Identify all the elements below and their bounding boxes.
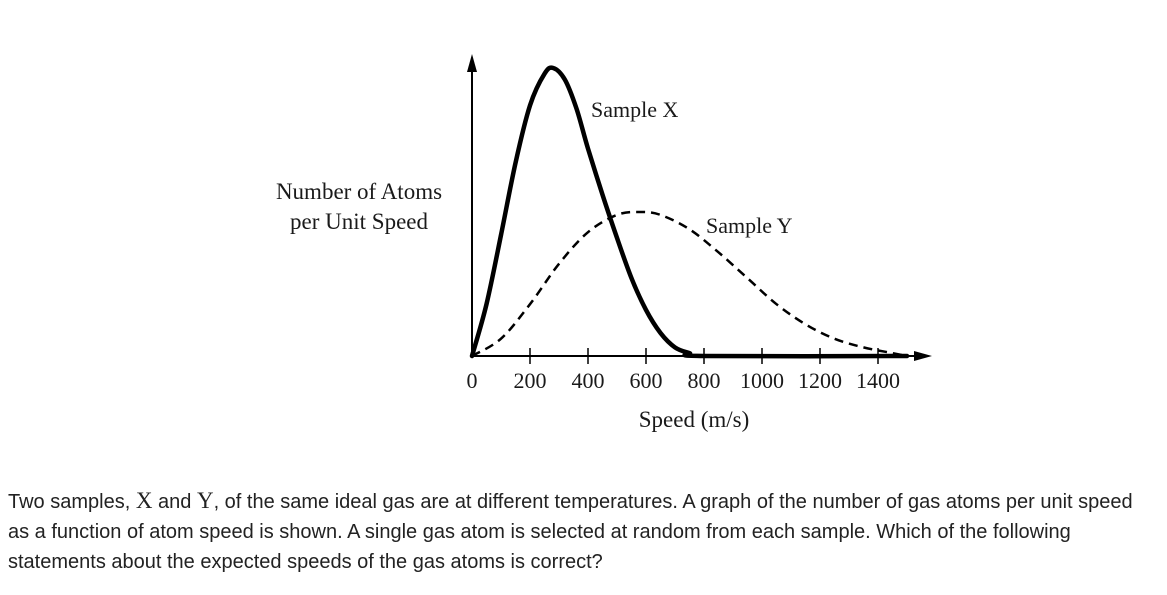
x-tick-label: 1000 [740,368,784,393]
x-tick-label: 200 [514,368,547,393]
question-text-segment: , of the same ideal gas are at different… [8,491,1133,573]
speed-distribution-chart: 0 200 400 600 800 1000 1200 1400 Number of Atom… [276,54,932,432]
y-axis-label-line-2: per Unit Speed [290,209,428,234]
sample-x-label: Sample X [591,97,678,122]
x-axis-label: Speed (m/s) [639,407,750,432]
y-axis-arrow [467,54,477,72]
x-tick-label: 1400 [856,368,900,393]
x-tick-label: 800 [688,368,721,393]
x-tick-label: 400 [572,368,605,393]
chart-curves [469,65,910,359]
sample-x-curve [469,65,910,359]
x-tick-label: 1200 [798,368,842,393]
x-tick-label: 600 [630,368,663,393]
sample-y-curve [471,210,908,358]
x-axis-arrow [914,351,932,361]
chart-axes [467,54,932,361]
sample-y-label: Sample Y [706,213,793,238]
question-text-segment: Two samples, [8,491,136,513]
variable-symbol: Y [196,488,214,513]
question-text-segment: and [152,491,197,513]
chart-labels: Number of Atoms per Unit Speed Speed (m/s)… [276,97,793,432]
x-tick-label: 0 [467,368,478,393]
question-text: Two samples, X and Y, of the same ideal … [8,486,1153,577]
variable-symbol: X [135,488,153,513]
y-axis-label-line-1: Number of Atoms [276,179,442,204]
